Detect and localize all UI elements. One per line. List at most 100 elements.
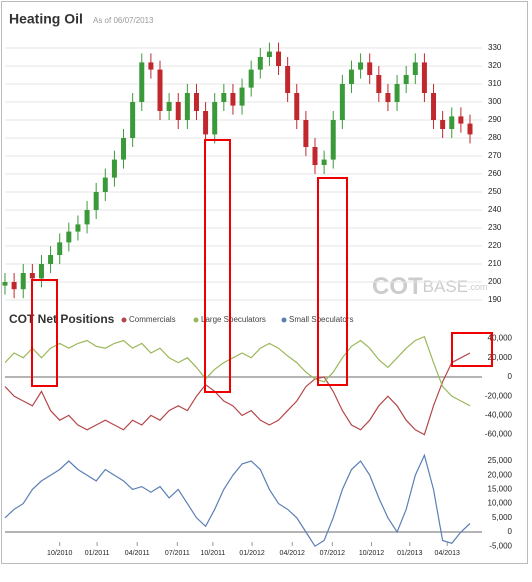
candle-body [330, 120, 336, 160]
series-line [4, 335, 471, 407]
candle-body [440, 120, 446, 129]
y-tick-label: 210 [488, 259, 502, 268]
candle-body [230, 93, 236, 106]
candle-body [431, 93, 437, 120]
x-tick-label: 04/2012 [280, 550, 305, 557]
candle-body [421, 62, 427, 93]
chart-title: Heating Oil [9, 11, 83, 27]
y-tick-label: 0 [508, 527, 513, 536]
candle-body [303, 120, 309, 147]
candle-body [276, 51, 282, 66]
y-tick-label: 330 [488, 43, 502, 52]
candle-body [93, 192, 99, 210]
y-tick-label: 250 [488, 187, 502, 196]
x-tick-label: 04/2011 [125, 550, 150, 557]
watermark-part: .com [468, 282, 488, 292]
candle-body [266, 51, 272, 57]
legend-marker [121, 317, 127, 323]
candle-body [321, 159, 327, 165]
highlights [31, 139, 493, 393]
legend-label: Small Speculators [289, 315, 353, 324]
legend-marker [193, 317, 199, 323]
watermark-part: BASE [423, 277, 468, 296]
x-tick-label: 07/2011 [165, 550, 190, 557]
marks: 190 200 210 220 230 240 250 260 270 280 290 300 310 3… [2, 42, 513, 557]
legend-marker [281, 317, 287, 323]
x-tick-label: 04/2013 [435, 550, 460, 557]
candle-body [294, 93, 300, 120]
candle-body [75, 224, 81, 232]
y-tick-label: 0 [508, 372, 513, 381]
x-tick-label: 10/2011 [200, 550, 225, 557]
y-tick-label: 290 [488, 115, 502, 124]
watermark-part: COT [372, 273, 423, 300]
y-tick-label: 40,000 [488, 334, 513, 343]
y-tick-label: -60,000 [485, 430, 513, 439]
candle-body [38, 264, 44, 279]
candle-body [376, 75, 382, 93]
candle-body [467, 123, 473, 135]
chart-subtitle: As of 06/07/2013 [93, 16, 154, 25]
candle-body [148, 62, 154, 70]
x-tick-label: 01/2011 [85, 550, 110, 557]
x-tick-label: 01/2012 [239, 550, 264, 557]
candle-body [312, 147, 318, 165]
candle-body [358, 62, 364, 70]
candle-body [130, 102, 136, 138]
candle-body [403, 75, 409, 84]
candle-body [212, 102, 218, 135]
y-tick-label: 190 [488, 295, 502, 304]
series-line [4, 352, 471, 436]
x-tick-label: 10/2010 [47, 550, 72, 557]
y-tick-label: 25,000 [488, 456, 513, 465]
candle-body [102, 177, 108, 192]
y-tick-label: 200 [488, 277, 502, 286]
y-tick-label: -40,000 [485, 411, 513, 420]
candle-body [221, 93, 227, 102]
candle-body [285, 66, 291, 93]
y-tick-label: 270 [488, 151, 502, 160]
y-tick-label: 15,000 [488, 485, 513, 494]
y-tick-label: 230 [488, 223, 502, 232]
candle-body [48, 255, 54, 264]
y-tick-label: 310 [488, 79, 502, 88]
highlight-box [204, 139, 231, 393]
y-tick-label: 320 [488, 61, 502, 70]
candle-body [111, 159, 117, 178]
candle-body [458, 116, 464, 124]
y-tick-label: 220 [488, 241, 502, 250]
candle-body [20, 273, 26, 290]
candle-body [203, 111, 209, 135]
candle-body [449, 116, 455, 129]
highlight-box [317, 177, 348, 386]
x-tick-label: 01/2013 [397, 550, 422, 557]
y-tick-label: 300 [488, 97, 502, 106]
candle-body [339, 84, 345, 120]
candle-body [84, 210, 90, 225]
candle-body [11, 282, 17, 290]
y-tick-label: -20,000 [485, 391, 513, 400]
candle-body [193, 93, 199, 111]
candle-body [385, 93, 391, 102]
panel-title: COT Net Positions [9, 312, 115, 326]
highlight-box [451, 332, 493, 367]
candle-body [412, 62, 418, 75]
series-line [4, 453, 471, 548]
candle-body [239, 87, 245, 106]
candle-body [367, 62, 373, 75]
x-tick-label: 07/2012 [320, 550, 345, 557]
y-tick-label: 260 [488, 169, 502, 178]
y-tick-label: 10,000 [488, 499, 513, 508]
candle-body [121, 138, 127, 160]
candle-body [29, 273, 35, 279]
candle-body [166, 102, 172, 111]
y-tick-label: 5,000 [492, 513, 513, 522]
candle-body [248, 69, 254, 88]
candle-body [66, 231, 72, 243]
x-tick-label: 10/2012 [359, 550, 384, 557]
highlight-box [31, 279, 58, 387]
y-tick-label: 20,000 [488, 353, 513, 362]
legend-label: Large Speculators [201, 315, 266, 324]
